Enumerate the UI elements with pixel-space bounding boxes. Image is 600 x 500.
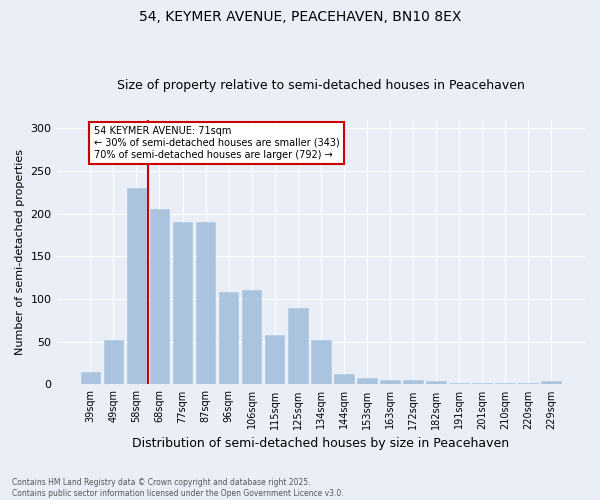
Bar bbox=[496, 382, 515, 384]
Text: 54, KEYMER AVENUE, PEACEHAVEN, BN10 8EX: 54, KEYMER AVENUE, PEACEHAVEN, BN10 8EX bbox=[139, 10, 461, 24]
Bar bbox=[449, 382, 469, 384]
Text: Contains HM Land Registry data © Crown copyright and database right 2025.
Contai: Contains HM Land Registry data © Crown c… bbox=[12, 478, 344, 498]
Bar bbox=[334, 374, 353, 384]
Bar bbox=[518, 382, 538, 384]
Bar bbox=[472, 382, 492, 384]
Bar bbox=[311, 340, 331, 384]
Bar bbox=[380, 380, 400, 384]
Bar bbox=[149, 210, 169, 384]
Bar bbox=[104, 340, 123, 384]
Bar bbox=[288, 308, 308, 384]
Bar bbox=[426, 381, 446, 384]
Bar bbox=[265, 335, 284, 384]
Bar bbox=[80, 372, 100, 384]
Y-axis label: Number of semi-detached properties: Number of semi-detached properties bbox=[15, 149, 25, 355]
Bar bbox=[127, 188, 146, 384]
Bar bbox=[541, 381, 561, 384]
Bar bbox=[242, 290, 262, 384]
X-axis label: Distribution of semi-detached houses by size in Peacehaven: Distribution of semi-detached houses by … bbox=[132, 437, 509, 450]
Bar bbox=[196, 222, 215, 384]
Text: 54 KEYMER AVENUE: 71sqm
← 30% of semi-detached houses are smaller (343)
70% of s: 54 KEYMER AVENUE: 71sqm ← 30% of semi-de… bbox=[94, 126, 340, 160]
Bar bbox=[219, 292, 238, 384]
Bar bbox=[403, 380, 423, 384]
Bar bbox=[357, 378, 377, 384]
Bar bbox=[173, 222, 193, 384]
Title: Size of property relative to semi-detached houses in Peacehaven: Size of property relative to semi-detach… bbox=[117, 79, 525, 92]
